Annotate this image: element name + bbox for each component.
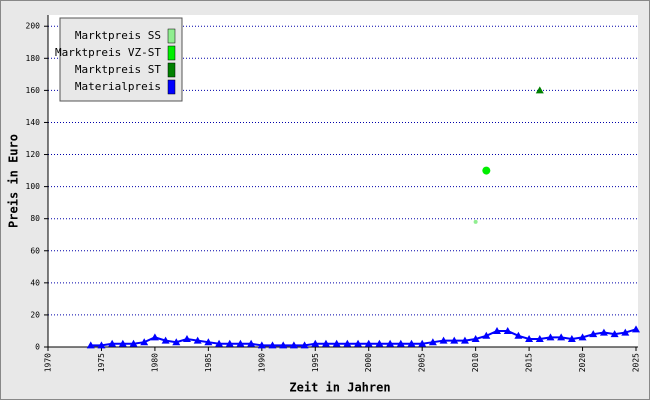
point [268,341,277,349]
x-tick-label: 1980 [150,353,159,372]
point [97,341,106,349]
x-axis-label: Zeit in Jahren [289,381,390,395]
point [311,339,320,347]
point [396,339,405,347]
point [225,339,234,347]
legend-label: Marktpreis SS [75,29,161,42]
series-line [90,328,637,347]
point [247,339,256,347]
point [354,339,363,347]
point [150,333,159,341]
point [118,339,127,347]
point [343,339,352,347]
point [332,339,341,347]
point [321,339,330,347]
point [514,331,523,339]
point [289,341,298,349]
point [300,341,309,349]
y-tick-label: 100 [26,182,41,191]
point [279,341,288,349]
point [632,325,640,333]
point [557,333,566,341]
y-tick-label: 20 [30,310,40,319]
point [535,334,544,342]
x-tick-label: 2025 [632,353,641,372]
x-tick-label: 1990 [257,353,266,372]
point [535,86,544,94]
y-tick-label: 120 [26,150,41,159]
point [418,339,427,347]
point [182,334,191,342]
legend-label: Materialpreis [75,80,161,93]
point [450,336,459,344]
y-tick-label: 180 [26,54,41,63]
x-tick-label: 1970 [44,353,53,372]
legend-swatch [167,62,176,78]
point [204,338,213,346]
point [257,341,266,349]
x-tick-label: 2000 [364,353,373,372]
point [129,339,138,347]
point [193,336,202,344]
y-tick-label: 200 [26,22,41,31]
point [493,326,502,334]
x-tick-label: 2005 [418,353,427,372]
legend-swatch [167,45,176,61]
y-tick-label: 0 [35,343,40,352]
legend-label: Marktpreis VZ-ST [55,46,161,59]
point [578,333,587,341]
x-tick-label: 2020 [578,353,587,372]
y-tick-label: 80 [30,214,40,223]
point [621,328,630,336]
y-tick-label: 40 [30,278,40,287]
legend-box [59,17,183,102]
x-tick-label: 1995 [311,353,320,372]
point [215,339,224,347]
point [86,341,95,349]
point [439,336,448,344]
point [161,336,170,344]
point [364,339,373,347]
y-tick-label: 60 [30,246,40,255]
point [108,339,117,347]
point [236,339,245,347]
point [375,339,384,347]
y-tick-label: 140 [26,118,41,127]
legend-swatch [167,28,176,44]
x-tick-label: 2010 [471,353,480,372]
point [386,339,395,347]
legend-label: Marktpreis ST [75,63,161,76]
point [599,328,608,336]
point [525,334,534,342]
x-tick-label: 1985 [204,353,213,372]
point [482,331,491,339]
point [473,219,478,224]
point [610,330,619,338]
point [546,333,555,341]
x-tick-label: 1975 [97,353,106,372]
y-axis-label: Preis in Euro [7,134,21,228]
point [140,338,149,346]
point [503,326,512,334]
legend-swatch [167,79,176,95]
point [482,166,491,175]
x-tick-label: 2015 [525,353,534,372]
point [589,330,598,338]
point [460,336,469,344]
point [567,334,576,342]
point [428,338,437,346]
point [471,334,480,342]
point [172,338,181,346]
point [407,339,416,347]
y-tick-label: 160 [26,86,41,95]
